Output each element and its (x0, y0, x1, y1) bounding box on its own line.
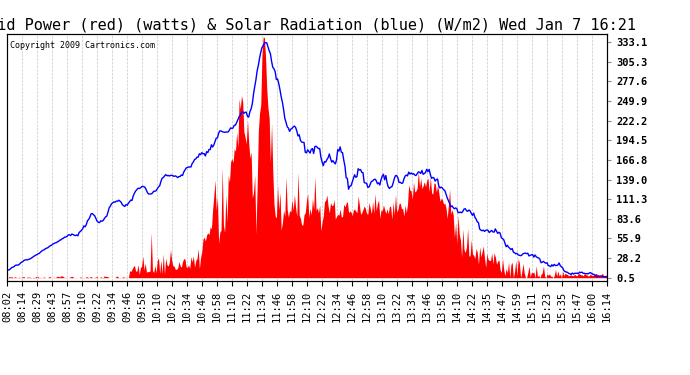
Title: Grid Power (red) (watts) & Solar Radiation (blue) (W/m2) Wed Jan 7 16:21: Grid Power (red) (watts) & Solar Radiati… (0, 18, 635, 33)
Text: Copyright 2009 Cartronics.com: Copyright 2009 Cartronics.com (10, 41, 155, 50)
